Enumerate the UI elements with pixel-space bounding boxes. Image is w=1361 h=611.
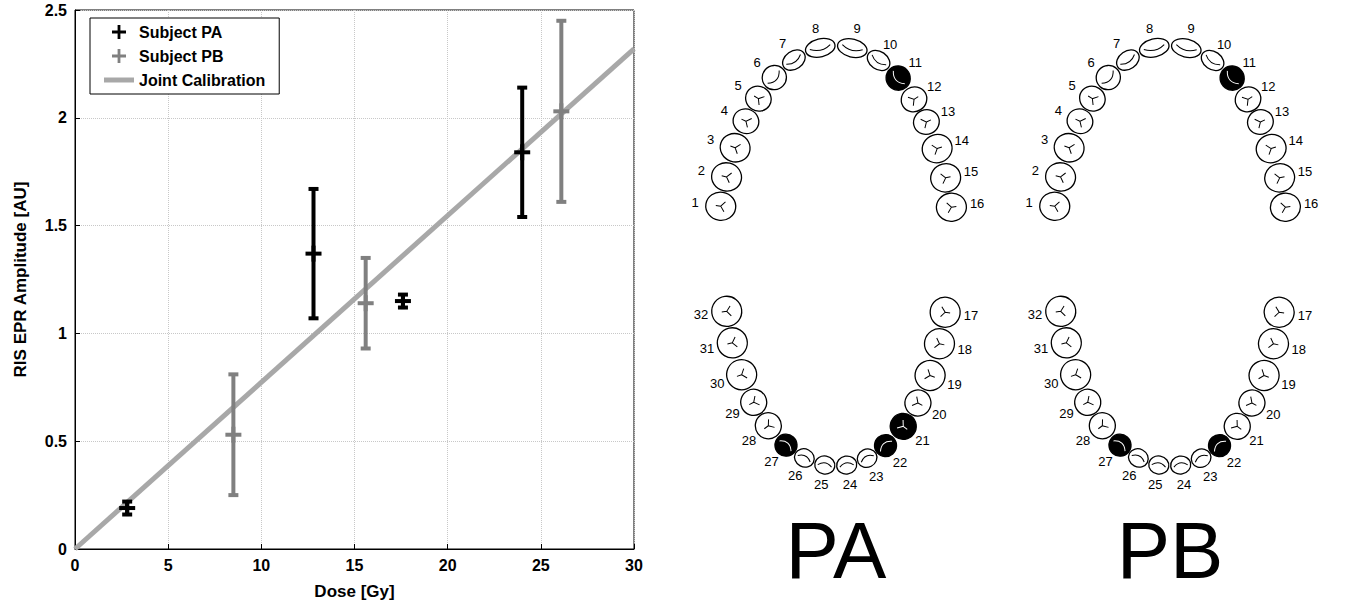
svg-text:9: 9 xyxy=(1188,21,1195,36)
svg-text:2: 2 xyxy=(58,109,67,126)
svg-text:10: 10 xyxy=(252,557,270,574)
svg-text:21: 21 xyxy=(915,433,929,448)
svg-text:19: 19 xyxy=(1281,377,1295,392)
svg-text:0: 0 xyxy=(71,557,80,574)
svg-text:31: 31 xyxy=(1034,341,1048,356)
svg-text:32: 32 xyxy=(1028,307,1042,322)
svg-text:28: 28 xyxy=(742,433,756,448)
svg-text:32: 32 xyxy=(694,307,708,322)
svg-text:Joint Calibration: Joint Calibration xyxy=(139,72,265,89)
svg-text:16: 16 xyxy=(970,196,984,211)
svg-text:27: 27 xyxy=(1098,454,1112,469)
svg-text:1: 1 xyxy=(1025,195,1032,210)
svg-text:5: 5 xyxy=(735,78,742,93)
svg-text:13: 13 xyxy=(1275,104,1289,119)
svg-text:30: 30 xyxy=(1044,376,1058,391)
svg-text:6: 6 xyxy=(1088,55,1095,70)
svg-text:26: 26 xyxy=(1122,468,1136,483)
svg-text:0: 0 xyxy=(58,541,67,558)
svg-text:5: 5 xyxy=(164,557,173,574)
svg-text:1.5: 1.5 xyxy=(45,217,67,234)
svg-text:2: 2 xyxy=(698,163,705,178)
svg-text:15: 15 xyxy=(964,164,978,179)
svg-text:9: 9 xyxy=(854,21,861,36)
svg-text:0.5: 0.5 xyxy=(45,433,67,450)
svg-text:3: 3 xyxy=(707,132,714,147)
svg-text:27: 27 xyxy=(764,454,778,469)
svg-text:22: 22 xyxy=(1227,455,1241,470)
svg-text:20: 20 xyxy=(439,557,457,574)
svg-text:3: 3 xyxy=(1041,132,1048,147)
svg-text:20: 20 xyxy=(1266,407,1280,422)
svg-text:7: 7 xyxy=(779,36,786,51)
svg-text:25: 25 xyxy=(814,477,828,492)
svg-text:25: 25 xyxy=(1148,477,1162,492)
svg-text:Subject PB: Subject PB xyxy=(139,48,223,65)
svg-text:13: 13 xyxy=(941,104,955,119)
svg-text:16: 16 xyxy=(1304,196,1318,211)
svg-text:2.5: 2.5 xyxy=(45,2,67,19)
svg-text:2: 2 xyxy=(1032,163,1039,178)
svg-text:21: 21 xyxy=(1249,433,1263,448)
svg-text:8: 8 xyxy=(812,21,819,36)
svg-text:11: 11 xyxy=(1243,55,1257,70)
svg-text:11: 11 xyxy=(909,55,923,70)
svg-text:4: 4 xyxy=(721,103,728,118)
svg-text:1: 1 xyxy=(691,195,698,210)
svg-text:29: 29 xyxy=(1059,406,1073,421)
svg-text:1: 1 xyxy=(58,325,67,342)
svg-text:12: 12 xyxy=(927,79,941,94)
svg-text:15: 15 xyxy=(346,557,364,574)
svg-text:15: 15 xyxy=(1298,164,1312,179)
svg-text:17: 17 xyxy=(1298,308,1312,323)
svg-text:4: 4 xyxy=(1055,103,1062,118)
svg-text:14: 14 xyxy=(955,133,969,148)
svg-text:Dose [Gy]: Dose [Gy] xyxy=(314,582,394,601)
svg-text:22: 22 xyxy=(893,455,907,470)
svg-text:14: 14 xyxy=(1289,133,1303,148)
svg-text:10: 10 xyxy=(883,37,897,52)
svg-text:29: 29 xyxy=(725,406,739,421)
svg-text:20: 20 xyxy=(932,407,946,422)
svg-text:31: 31 xyxy=(700,341,714,356)
svg-text:12: 12 xyxy=(1261,79,1275,94)
svg-text:24: 24 xyxy=(1177,477,1191,492)
svg-text:30: 30 xyxy=(710,376,724,391)
svg-text:17: 17 xyxy=(964,308,978,323)
svg-text:6: 6 xyxy=(754,55,761,70)
svg-text:19: 19 xyxy=(947,377,961,392)
svg-text:PA: PA xyxy=(786,506,887,595)
svg-text:Subject PA: Subject PA xyxy=(139,24,223,41)
svg-text:28: 28 xyxy=(1076,433,1090,448)
svg-text:PB: PB xyxy=(1117,506,1224,595)
svg-text:5: 5 xyxy=(1069,78,1076,93)
svg-text:23: 23 xyxy=(1203,469,1217,484)
svg-text:RIS EPR Amplitude [AU]: RIS EPR Amplitude [AU] xyxy=(11,182,30,378)
svg-text:18: 18 xyxy=(958,342,972,357)
svg-text:18: 18 xyxy=(1292,342,1306,357)
svg-text:8: 8 xyxy=(1146,21,1153,36)
svg-text:23: 23 xyxy=(869,469,883,484)
svg-text:25: 25 xyxy=(532,557,550,574)
svg-text:30: 30 xyxy=(625,557,643,574)
svg-text:24: 24 xyxy=(843,477,857,492)
svg-text:7: 7 xyxy=(1113,36,1120,51)
svg-text:10: 10 xyxy=(1217,37,1231,52)
svg-text:26: 26 xyxy=(788,468,802,483)
